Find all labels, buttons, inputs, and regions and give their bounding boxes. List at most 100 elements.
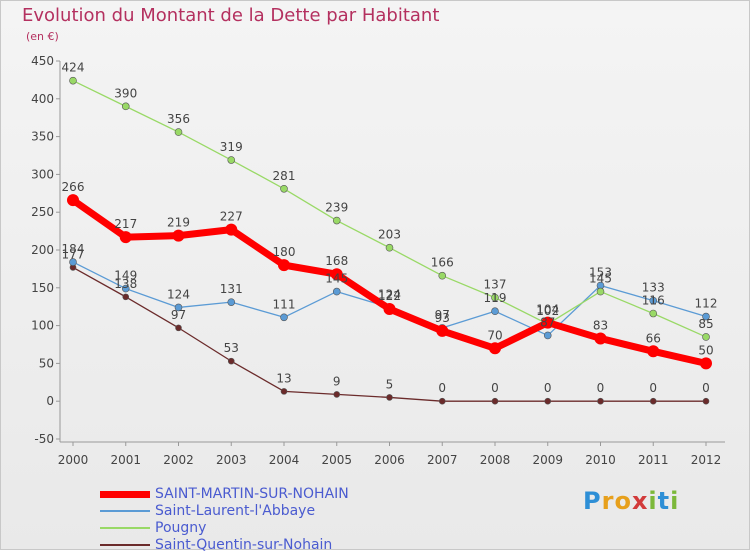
- data-point: [122, 293, 130, 301]
- data-point: [121, 284, 130, 293]
- data-label: 424: [62, 61, 85, 75]
- y-tick-label: -50: [34, 432, 54, 446]
- data-point: [67, 194, 79, 207]
- data-label: 9: [333, 374, 341, 388]
- data-point: [175, 324, 182, 332]
- data-label: 97: [171, 308, 186, 322]
- data-point: [438, 397, 446, 405]
- data-point: [330, 268, 343, 281]
- x-tick-label: 2009: [532, 453, 563, 467]
- data-label: 138: [114, 277, 137, 291]
- data-label: 319: [220, 140, 243, 154]
- data-label: 104: [536, 303, 559, 317]
- data-point: [278, 259, 290, 272]
- x-tick-label: 2012: [691, 453, 722, 467]
- data-point: [702, 333, 710, 341]
- data-point: [647, 345, 660, 358]
- data-point: [541, 316, 554, 329]
- data-label: 145: [589, 272, 612, 286]
- data-label: 119: [484, 291, 507, 305]
- data-point: [386, 394, 393, 401]
- data-label: 281: [273, 169, 296, 183]
- data-label: 0: [438, 381, 446, 395]
- x-tick-label: 2006: [374, 453, 405, 467]
- data-label: 111: [273, 297, 296, 311]
- data-point: [438, 271, 447, 280]
- data-point: [700, 357, 712, 370]
- data-label: 153: [589, 266, 612, 280]
- data-label: 124: [167, 287, 190, 301]
- legend-label: Pougny: [155, 520, 207, 536]
- data-label: 85: [698, 317, 713, 331]
- y-tick-label: 50: [39, 356, 54, 370]
- data-label: 0: [702, 381, 710, 395]
- data-label: 180: [273, 245, 296, 259]
- data-label: 177: [62, 247, 85, 261]
- data-label: 217: [114, 217, 137, 231]
- data-point: [174, 128, 183, 136]
- data-point: [594, 332, 607, 345]
- data-point: [332, 216, 341, 225]
- data-label: 145: [325, 272, 348, 286]
- x-tick-label: 2004: [269, 453, 300, 467]
- data-point: [649, 296, 658, 305]
- legend-label: Saint-Laurent-l'Abbaye: [155, 503, 316, 519]
- legend-label: Saint-Quentin-sur-Nohain: [155, 537, 333, 553]
- data-label: 149: [114, 269, 137, 283]
- data-point: [543, 331, 552, 340]
- data-point: [491, 293, 499, 302]
- data-point: [69, 76, 77, 85]
- chart-subtitle: (en €): [26, 30, 59, 43]
- x-tick-label: 2002: [163, 453, 194, 467]
- y-tick-label: 0: [46, 394, 54, 408]
- data-label: 227: [220, 210, 243, 224]
- data-label: 266: [62, 180, 85, 194]
- data-label: 184: [62, 242, 85, 256]
- data-point: [596, 287, 605, 296]
- legend-swatch: [100, 490, 150, 498]
- data-label: 131: [220, 282, 243, 296]
- data-label: 13: [276, 371, 291, 385]
- logo-letter: r: [601, 487, 615, 515]
- data-point: [172, 229, 185, 242]
- data-point: [491, 397, 499, 405]
- data-point: [121, 102, 130, 111]
- data-label: 87: [540, 315, 555, 329]
- data-label: 203: [378, 228, 401, 242]
- logo-letter: t: [657, 487, 671, 515]
- data-point: [225, 223, 238, 236]
- x-tick-label: 2010: [585, 453, 616, 467]
- logo-letter: P: [583, 487, 602, 515]
- data-label: 50: [698, 343, 713, 357]
- proxiti-logo: Proxiti: [583, 487, 679, 515]
- data-label: 0: [491, 381, 499, 395]
- data-label: 122: [378, 289, 401, 303]
- y-tick-label: 450: [31, 54, 54, 68]
- y-tick-label: 400: [31, 92, 54, 106]
- data-label: 133: [642, 281, 665, 295]
- data-point: [280, 388, 288, 395]
- data-label: 356: [167, 112, 190, 126]
- data-point: [597, 397, 604, 405]
- data-label: 70: [487, 328, 502, 342]
- data-label: 0: [597, 381, 605, 395]
- data-label: 112: [695, 297, 718, 311]
- data-label: 83: [593, 318, 608, 332]
- y-tick-label: 300: [31, 167, 54, 181]
- data-label: 390: [114, 86, 137, 100]
- data-point: [69, 258, 77, 266]
- data-point: [544, 397, 552, 405]
- chart-title: Evolution du Montant de la Dette par Hab…: [22, 5, 440, 26]
- x-tick-label: 2008: [480, 453, 511, 467]
- legend-swatch: [100, 527, 150, 529]
- data-point: [649, 309, 658, 318]
- data-label: 166: [431, 256, 454, 270]
- data-label: 124: [378, 287, 401, 301]
- data-point: [436, 324, 449, 337]
- data-point: [227, 156, 236, 164]
- data-point: [702, 312, 710, 321]
- legend-swatch: [100, 510, 150, 512]
- data-point: [333, 391, 341, 398]
